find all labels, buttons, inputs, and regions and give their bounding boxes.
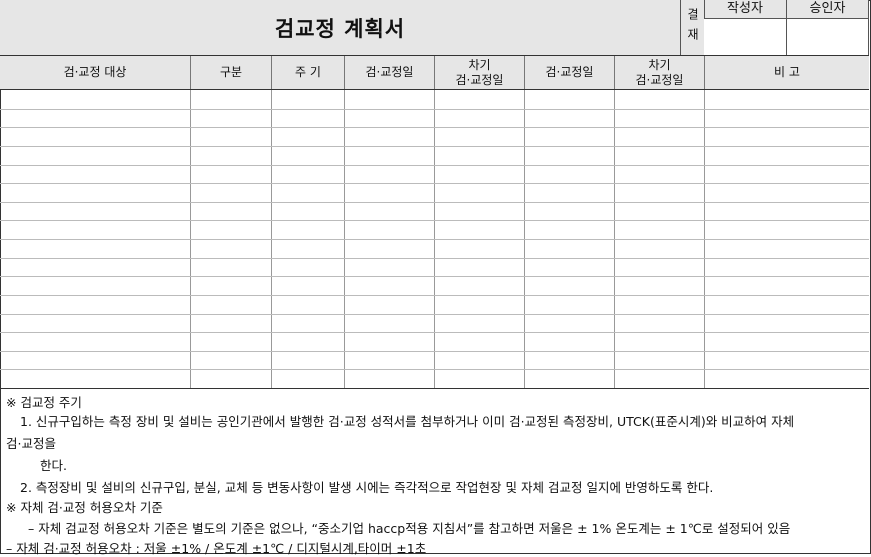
row-divider (0, 201, 869, 203)
row-divider (0, 332, 869, 334)
table-row[interactable] (0, 276, 869, 295)
approval-box: 결재 작성자 승인자 (680, 0, 869, 55)
table-row[interactable] (0, 202, 869, 221)
row-divider (0, 220, 869, 222)
row-divider (0, 276, 869, 278)
row-divider (0, 164, 869, 166)
approval-label: 결재 (680, 0, 705, 55)
notes-line-3: – 자체 검교정 허용오차 기준은 별도의 기준은 없으나, “중소기업 hac… (28, 521, 791, 536)
row-divider (0, 257, 869, 259)
table-row[interactable] (0, 332, 869, 351)
table-row[interactable] (0, 109, 869, 128)
page-title: 검교정 계획서 (274, 16, 406, 41)
row-divider (0, 313, 869, 315)
col-remarks: 비 고 (774, 65, 800, 79)
row-divider (0, 183, 869, 185)
table-row[interactable] (0, 165, 869, 184)
notes-heading-cycle: ※ 검교정 주기 (6, 395, 82, 410)
col-cycle: 주 기 (272, 56, 345, 89)
approval-approver-sign[interactable] (787, 19, 869, 55)
approval-label-text: 결재 (685, 7, 700, 48)
table-row[interactable] (0, 127, 869, 146)
table-row[interactable] (0, 146, 869, 165)
table-row[interactable] (0, 314, 869, 333)
row-divider (0, 239, 869, 240)
row-divider (0, 350, 869, 352)
row-divider (0, 294, 869, 296)
notes-line-1c: 한다. (40, 458, 67, 473)
row-divider (0, 127, 869, 129)
col-cal-date-1: 검·교정일 (345, 56, 435, 89)
notes-heading-tolerance: ※ 자체 검·교정 허용오차 기준 (6, 500, 163, 515)
form-header: 검교정 계획서 결재 작성자 승인자 (0, 0, 869, 56)
row-divider (0, 108, 869, 110)
notes-line-4: – 자체 검·교정 허용오차 : 저울 ±1% / 온도계 ±1℃ / 디지털시… (6, 541, 427, 556)
table-body (0, 90, 869, 388)
col-target: 검·교정 대상 (0, 56, 191, 89)
row-divider (0, 145, 869, 147)
table-row[interactable] (0, 183, 869, 202)
notes-line-1b: 검·교정을 (6, 436, 56, 451)
table-row[interactable] (0, 295, 869, 314)
approval-writer-header: 작성자 (704, 0, 787, 19)
row-divider (0, 369, 869, 371)
col-cal-date-2: 검·교정일 (525, 56, 615, 89)
approval-writer-sign[interactable] (704, 19, 787, 55)
col-next-cal-date-1: 차기 검·교정일 (435, 56, 525, 89)
table-row[interactable] (0, 239, 869, 258)
table-row[interactable] (0, 369, 869, 388)
notes-section: ※ 검교정 주기 1. 신규구입하는 측정 장비 및 설비는 공인기관에서 발행… (0, 388, 869, 556)
col-next-cal-date-2: 차기 검·교정일 (615, 56, 705, 89)
col-category: 구분 (191, 56, 272, 89)
notes-line-1: 1. 신규구입하는 측정 장비 및 설비는 공인기관에서 발행한 검·교정 성적… (20, 414, 795, 429)
table-row[interactable] (0, 351, 869, 370)
notes-line-2: 2. 측정장비 및 설비의 신규구입, 분실, 교체 등 변동사항이 발생 시에… (20, 480, 714, 495)
table-row[interactable] (0, 220, 869, 239)
table-row[interactable] (0, 258, 869, 277)
approval-approver-header: 승인자 (787, 0, 869, 19)
table-row[interactable] (0, 90, 869, 109)
table-header: 검·교정 대상 구분 주 기 검·교정일 차기 검·교정일 검·교정일 차기 검… (0, 56, 869, 90)
